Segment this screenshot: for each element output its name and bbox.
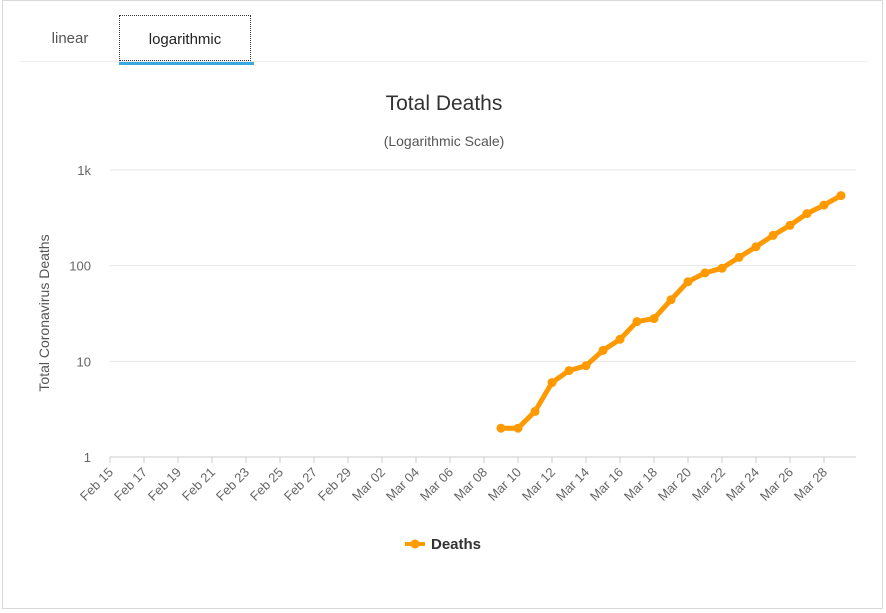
x-tick-label: Mar 08 (451, 465, 490, 504)
legend-swatch-marker (410, 539, 420, 549)
y-tick-label: 1k (77, 163, 91, 178)
x-tick-label: Mar 26 (757, 465, 796, 504)
data-point-mar-28[interactable] (819, 200, 829, 210)
data-point-mar-23[interactable] (734, 252, 744, 262)
x-tick-label: Mar 10 (485, 465, 524, 504)
x-tick-label: Mar 04 (383, 465, 422, 504)
data-point-mar-19[interactable] (666, 295, 676, 305)
x-tick-label: Mar 22 (689, 465, 728, 504)
x-tick-label: Mar 02 (349, 465, 388, 504)
data-point-mar-09[interactable] (496, 423, 506, 433)
legend-item-deaths[interactable]: Deaths (431, 536, 481, 553)
x-tick-label: Feb 21 (179, 465, 218, 504)
x-tick-label: Feb 27 (281, 465, 320, 504)
x-tick-label: Feb 19 (145, 465, 184, 504)
x-tick-label: Mar 12 (519, 465, 558, 504)
tab-logarithmic[interactable]: logarithmic (119, 15, 251, 61)
data-point-mar-11[interactable] (530, 406, 540, 416)
x-tick-label: Mar 18 (621, 465, 660, 504)
chart-subtitle: (Logarithmic Scale) (384, 133, 505, 149)
x-tick-label: Feb 15 (77, 465, 116, 504)
data-point-mar-26[interactable] (785, 220, 795, 230)
x-tick-label: Mar 20 (655, 465, 694, 504)
scale-tabs: linear logarithmic (19, 15, 868, 65)
data-point-mar-17[interactable] (632, 317, 642, 327)
data-point-mar-10[interactable] (513, 423, 523, 433)
y-tick-label: 100 (69, 259, 91, 274)
data-point-mar-20[interactable] (683, 277, 693, 287)
series-deaths (496, 191, 846, 433)
x-tick-label: Feb 17 (111, 465, 150, 504)
legend[interactable]: Deaths (405, 536, 481, 553)
x-tick-label: Mar 28 (791, 465, 830, 504)
active-tab-indicator (119, 62, 254, 65)
data-point-mar-16[interactable] (615, 334, 625, 344)
data-point-mar-25[interactable] (768, 230, 778, 240)
x-tick-label: Mar 14 (553, 465, 592, 504)
x-tick-label: Feb 25 (247, 465, 286, 504)
x-tick-label: Feb 23 (213, 465, 252, 504)
x-tick-label: Mar 24 (723, 465, 762, 504)
x-tick-label: Mar 16 (587, 465, 626, 504)
x-tick-label: Feb 29 (315, 465, 354, 504)
y-tick-label: 1 (84, 450, 91, 465)
grid-lines (110, 169, 856, 458)
data-point-mar-21[interactable] (700, 268, 710, 278)
data-point-mar-22[interactable] (717, 263, 727, 273)
y-axis-label: Total Coronavirus Deaths (36, 234, 52, 391)
data-point-mar-18[interactable] (649, 314, 659, 324)
data-point-mar-24[interactable] (751, 242, 761, 252)
data-point-mar-29[interactable] (836, 191, 846, 201)
data-point-mar-27[interactable] (802, 209, 812, 219)
series-line-deaths (498, 193, 844, 431)
data-point-mar-12[interactable] (547, 378, 557, 388)
data-point-mar-14[interactable] (581, 361, 591, 371)
chart-title: Total Deaths (386, 92, 503, 115)
x-tick-label: Mar 06 (417, 465, 456, 504)
tab-linear[interactable]: linear (51, 30, 89, 47)
y-tick-labels: 1 10 100 1k (69, 163, 91, 465)
data-point-mar-13[interactable] (564, 366, 574, 376)
y-tick-label: 10 (77, 354, 91, 369)
data-point-mar-15[interactable] (598, 345, 608, 355)
